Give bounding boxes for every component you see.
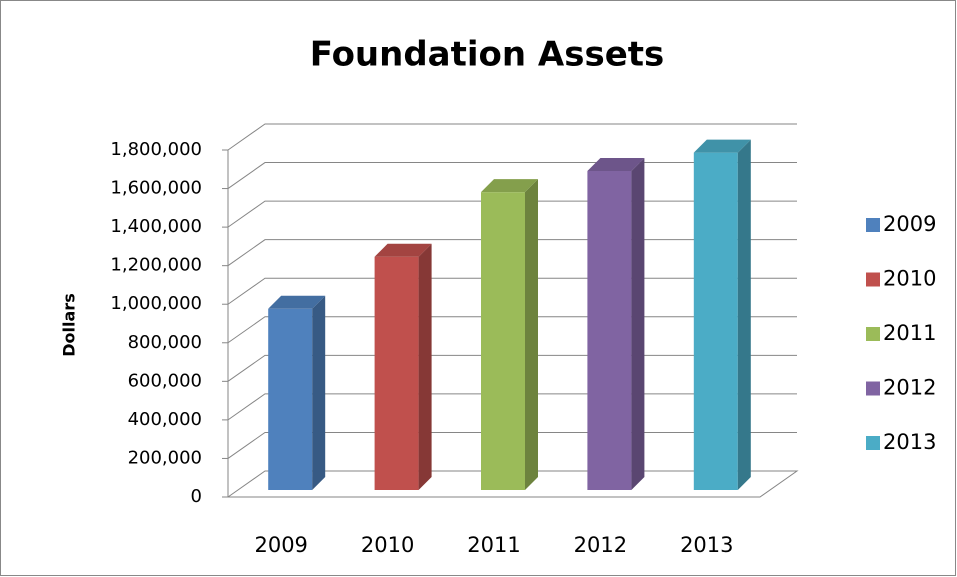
- bar: [481, 179, 538, 491]
- bar-front: [693, 152, 738, 490]
- bar-front: [587, 170, 632, 491]
- bar-top: [268, 295, 326, 309]
- y-tick-label: 1,200,000: [110, 255, 202, 276]
- legend-label: 2012: [883, 376, 936, 400]
- x-tick-label: 2012: [574, 533, 627, 557]
- y-tick-label: 800,000: [128, 332, 202, 353]
- bar-front: [374, 256, 419, 490]
- y-tick-label: 1,000,000: [110, 293, 202, 314]
- bar-side: [525, 179, 538, 491]
- bar-front: [481, 192, 525, 491]
- legend-label: 2011: [883, 321, 936, 345]
- y-tick-label: 1,400,000: [110, 216, 202, 237]
- legend-swatch: [866, 381, 880, 396]
- y-tick-label: 0: [191, 486, 202, 507]
- legend-label: 2009: [883, 212, 936, 236]
- x-tick-label: 2013: [680, 533, 733, 557]
- legend-swatch: [866, 436, 880, 450]
- bar-front: [268, 308, 313, 490]
- bar-top: [481, 179, 538, 193]
- floor: [226, 470, 799, 498]
- legend-label: 2010: [883, 267, 936, 291]
- bar-top: [587, 157, 645, 171]
- bar: [587, 157, 645, 491]
- grid-line: [227, 123, 797, 151]
- bar-top: [693, 139, 751, 153]
- bar-side: [312, 295, 326, 490]
- legend-label: 2013: [883, 430, 936, 454]
- legend-swatch: [866, 218, 880, 232]
- bar-side: [418, 243, 432, 490]
- chart-title: Foundation Assets: [310, 35, 665, 75]
- x-tick-label: 2011: [467, 533, 520, 557]
- y-tick-label: 1,600,000: [110, 178, 202, 199]
- y-tick-label: 1,800,000: [110, 139, 202, 160]
- legend-swatch: [866, 272, 880, 287]
- bar: [268, 295, 326, 490]
- bar: [693, 139, 751, 490]
- y-tick-label: 600,000: [128, 370, 202, 391]
- x-tick-label: 2009: [254, 533, 307, 557]
- bar-top: [374, 243, 432, 257]
- legend-swatch: [866, 327, 880, 341]
- bar-side: [737, 139, 751, 490]
- y-tick-label: 200,000: [128, 447, 202, 468]
- bar: [374, 243, 432, 490]
- y-tick-label: 400,000: [128, 409, 202, 430]
- y-axis-label: Dollars: [60, 293, 79, 356]
- x-tick-label: 2010: [361, 533, 414, 557]
- bar-side: [631, 157, 645, 491]
